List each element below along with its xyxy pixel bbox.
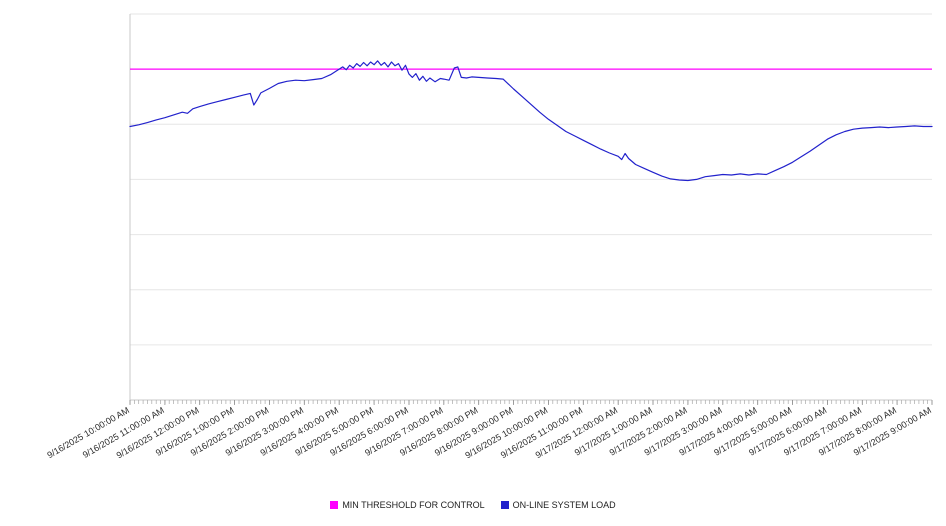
online-system-load-swatch-icon	[500, 501, 509, 509]
legend-item-min-threshold: MIN THRESHOLD FOR CONTROL	[330, 500, 485, 510]
chart-legend: MIN THRESHOLD FOR CONTROL ON-LINE SYSTEM…	[0, 500, 946, 510]
line-chart-canvas: 9/16/2025 10:00:00 AM9/16/2025 11:00:00 …	[45, 13, 933, 461]
legend-item-online-system-load: ON-LINE SYSTEM LOAD	[500, 500, 616, 510]
min-threshold-legend-label: MIN THRESHOLD FOR CONTROL	[342, 500, 485, 510]
x-axis-minor-ticks	[129, 400, 933, 404]
online-system-load-legend-label: ON-LINE SYSTEM LOAD	[512, 500, 616, 510]
min-threshold-swatch-icon	[330, 501, 339, 509]
online-system-load-line	[129, 60, 933, 182]
